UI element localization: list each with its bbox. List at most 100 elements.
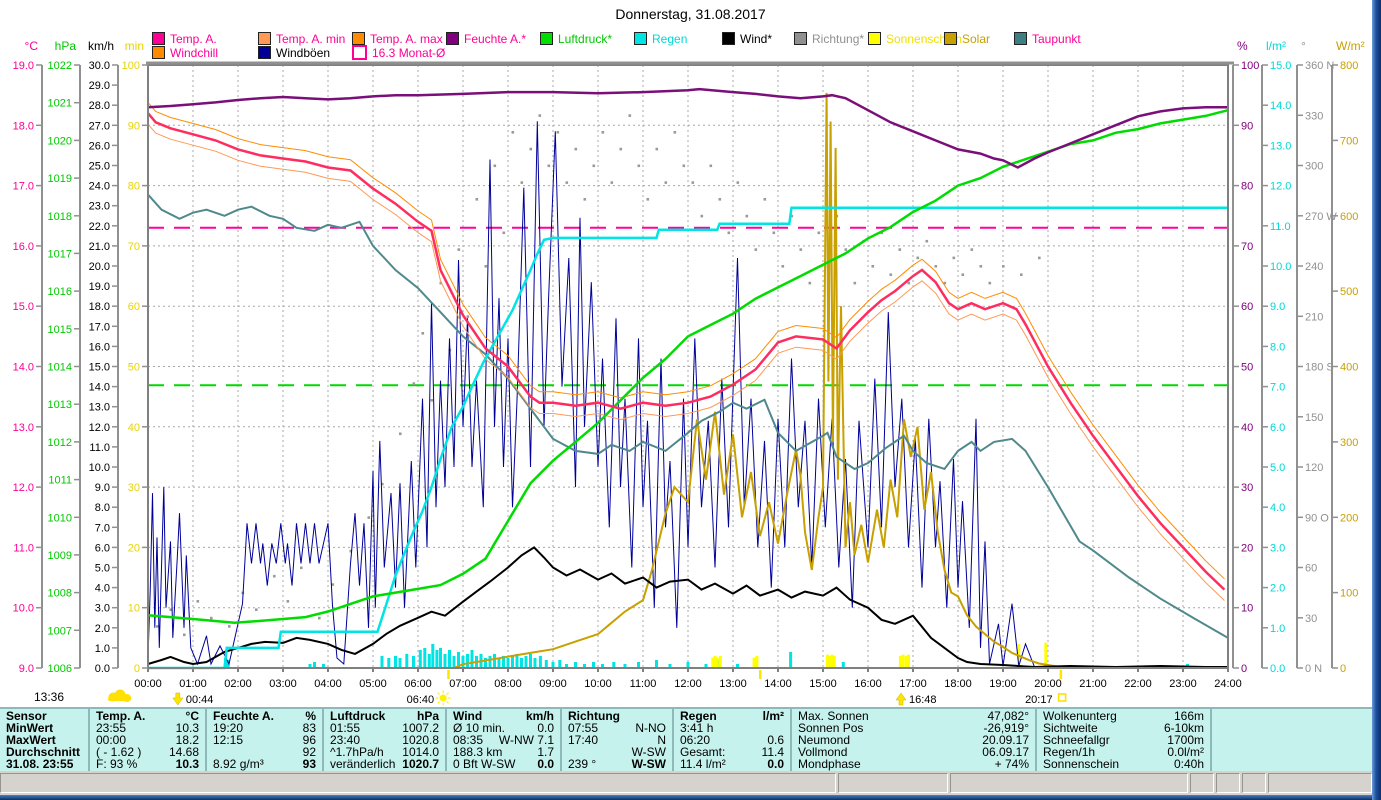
statusbar-segment-6 [1242, 773, 1266, 793]
svg-text:80: 80 [128, 181, 140, 193]
table-cell: 01:55 [330, 721, 361, 735]
table-cell: Temp. A. [96, 709, 146, 723]
table-row: 11.4 l/m² 0.0 [680, 758, 784, 770]
svg-text:10.0: 10.0 [13, 603, 34, 615]
series-feuchte-a [147, 87, 1228, 169]
table-row: 08:35 W-NW 7.1 [453, 734, 554, 746]
table-row: Regen/1h 0.0l/m² [1043, 746, 1204, 758]
svg-text:15.0: 15.0 [89, 362, 110, 374]
svg-text:12.0: 12.0 [89, 422, 110, 434]
table-row-label: 31.08. 23:55 [6, 757, 74, 771]
cloud-icon [108, 689, 131, 702]
svg-text:330: 330 [1305, 110, 1323, 122]
svg-text:1020: 1020 [48, 135, 72, 147]
svg-text:16.0: 16.0 [89, 341, 110, 353]
table-cell: 166m [1173, 709, 1204, 723]
table-col-luftdruck: Luftdruck hPa 01:55 1007.2 23:40 1020.8 ^1.7hP… [322, 709, 445, 771]
table-cell: W-SW [631, 757, 666, 771]
svg-text:27.0: 27.0 [89, 120, 110, 132]
table-cell: 12:15 [213, 733, 244, 747]
table-cell: F: 93 % [96, 757, 138, 771]
table-cell: 20.09.17 [982, 733, 1029, 747]
legend-row-2: Windchill Windböen 16.3 Monat-Ø [0, 45, 1381, 60]
legend-temp-a: Temp. A. [152, 31, 217, 46]
table-row-labels: Sensor MinWert MaxWert Durchschnitt 31.08. 2… [0, 709, 88, 771]
svg-text:16.0: 16.0 [13, 241, 34, 253]
table-row: ^1.7hPa/h 1014.0 [330, 746, 439, 758]
svg-text:7.0: 7.0 [1270, 382, 1285, 394]
legend-label-temp-a: Temp. A. [170, 31, 217, 46]
legend-swatch-richtung [794, 32, 807, 45]
axis-hpa: 1022 1021 1020 1019 1018 1017 1016 1015 1014 1013… [48, 39, 81, 675]
legend-taupunkt: Taupunkt [1014, 31, 1081, 46]
table-row: Sichtweite 6-10km [1043, 722, 1204, 734]
svg-text:20: 20 [128, 542, 140, 554]
table-col-feuchte-a: Feuchte A.% 19:20 83 12:15 96 92 8.92 g/m³ 93 [205, 709, 322, 771]
status-bar [0, 771, 1372, 795]
table-cell: 14.68 [168, 745, 199, 759]
table-cell: 18.2 [175, 733, 199, 747]
svg-text:0 N: 0 N [1305, 663, 1322, 675]
svg-text:20.0: 20.0 [89, 261, 110, 273]
marker-sunset: 20:17 [1025, 670, 1067, 706]
svg-text:11.0: 11.0 [13, 542, 34, 554]
table-cell: Wolkenunterg [1043, 709, 1117, 723]
table-cell: 1007.2 [402, 721, 439, 735]
current-time: 13:36 [34, 689, 131, 704]
table-row: 3:41 h [680, 722, 784, 734]
legend-label-taupunkt: Taupunkt [1032, 31, 1081, 46]
legend-label-sonnenschein: Sonnenschein [886, 31, 963, 46]
axis-kmh: 30.0 29.0 28.0 27.0 26.0 25.0 24.0 23.0 22.0 21.0… [88, 39, 119, 675]
svg-text:1016: 1016 [48, 286, 72, 298]
table-row: ( - 1.62 ) 14.68 [96, 746, 199, 758]
table-row-label: Durchschnitt [6, 745, 81, 759]
svg-text:1017: 1017 [48, 248, 72, 260]
svg-text:21.0: 21.0 [89, 241, 110, 253]
table-cell: 0.0 [767, 757, 784, 771]
table-cell: 83 [302, 721, 316, 735]
svg-text:1014: 1014 [48, 362, 72, 374]
table-row: 19:20 83 [213, 722, 316, 734]
legend-label-richtung: Richtung* [812, 31, 865, 46]
svg-text:09:00: 09:00 [539, 678, 567, 690]
table-row: 0 Bft W-SW 0.0 [453, 758, 554, 770]
legend-label-regen: Regen [652, 31, 688, 46]
svg-text:06:40: 06:40 [407, 694, 435, 706]
table-row: 17:40 N [568, 734, 666, 746]
marker-moonrise: 16:48 [895, 692, 937, 706]
svg-text:60: 60 [1305, 563, 1317, 575]
svg-text:01:00: 01:00 [179, 678, 207, 690]
table-cell: 06.09.17 [982, 745, 1029, 759]
table-cell: -26,919° [983, 721, 1030, 735]
svg-text:1012: 1012 [48, 437, 72, 449]
table-cell: 0.6 [767, 733, 784, 747]
svg-text:19.0: 19.0 [13, 60, 34, 72]
svg-text:23.0: 23.0 [89, 201, 110, 213]
svg-text:13:36: 13:36 [34, 690, 64, 704]
svg-text:6.0: 6.0 [95, 542, 110, 554]
legend-swatch-taupunkt [1014, 32, 1027, 45]
table-row: Vollmond 06.09.17 [798, 746, 1029, 758]
table-col-header: Regen l/m² [680, 710, 784, 722]
svg-text:0.0: 0.0 [1270, 663, 1285, 675]
table-row: 12:15 96 [213, 734, 316, 746]
plot-area[interactable] [148, 65, 1228, 668]
svg-text:04:00: 04:00 [314, 678, 342, 690]
svg-text:0: 0 [134, 663, 140, 675]
legend-luftdruck: Luftdruck* [540, 32, 612, 46]
table-col-richtung: Richtung 07:55 N-NO 17:40 N W-SW 239 ° W-SW [560, 709, 672, 771]
window-edge-bottom [0, 795, 1372, 800]
table-col-regen: Regen l/m² 3:41 h 06:20 0.6 Gesamt: 11.4 11.4 l… [672, 709, 790, 771]
table-row: veränderlich 1020.7 [330, 758, 439, 770]
svg-text:40: 40 [128, 422, 140, 434]
svg-text:1013: 1013 [48, 399, 72, 411]
table-cell: W-NW 7.1 [498, 733, 554, 747]
table-cell: ( - 1.62 ) [96, 745, 142, 759]
table-cell: 1020.7 [402, 757, 439, 771]
table-row: 239 ° W-SW [568, 758, 666, 770]
legend-monat: 16.3 Monat-Ø [352, 45, 445, 60]
svg-text:100: 100 [1340, 588, 1358, 600]
svg-text:300: 300 [1340, 437, 1358, 449]
axis-temp: 19.0 18.0 17.0 16.0 15.0 14.0 13.0 12.0 11.0 10.0… [13, 39, 43, 675]
table-cell: 92 [302, 745, 316, 759]
